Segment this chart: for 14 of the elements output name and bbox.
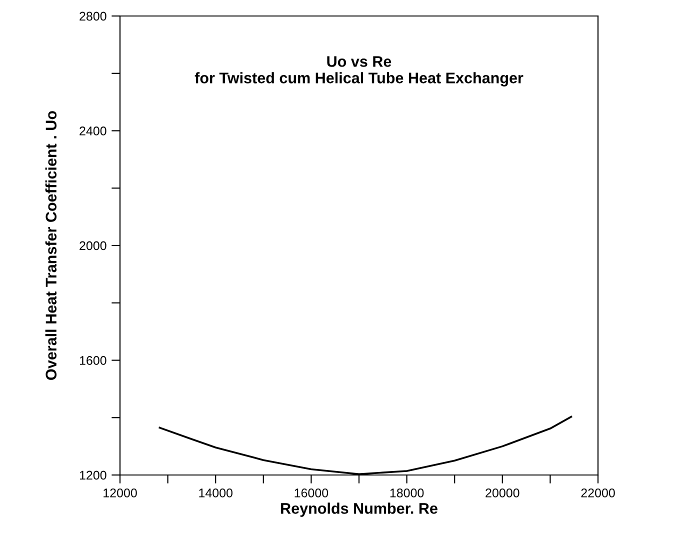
y-tick-label: 2000 — [80, 241, 106, 250]
y-tick-label: 2800 — [80, 12, 106, 21]
x-tick-label: 12000 — [104, 488, 137, 498]
x-tick-label: 22000 — [581, 488, 615, 498]
y-tick-label: 1600 — [80, 356, 106, 365]
text: Uo vs Re for Twisted cum Helical Tube Heat Exchanger — [194, 56, 524, 86]
x-tick-label: 16000 — [294, 488, 328, 498]
x-tick-label: 18000 — [390, 488, 424, 498]
x-tick-label: 20000 — [486, 488, 520, 498]
y-tick-label: 2400 — [80, 126, 106, 136]
x-tick-label: 14000 — [199, 488, 232, 498]
y-axis-title: Overall Heat Transfer Coefficient . Uo — [45, 111, 57, 380]
y-tick-label: 1200 — [80, 470, 106, 480]
x-axis-title: Reynolds Number. Re — [281, 502, 438, 517]
